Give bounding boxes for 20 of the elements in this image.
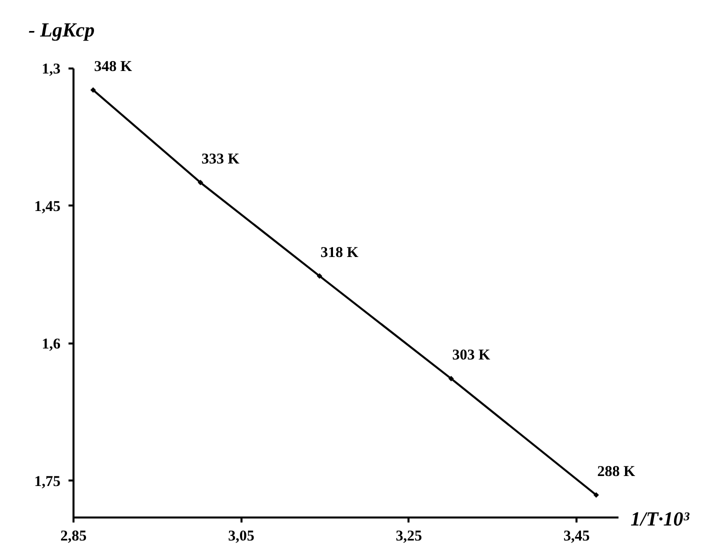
point bbox=[198, 180, 204, 186]
y-axis-title: - LgKcp bbox=[28, 20, 95, 42]
point bbox=[448, 376, 454, 382]
x-tick-label: 3,25 bbox=[396, 528, 422, 544]
y-tick-label: 1,3 bbox=[42, 62, 60, 78]
point bbox=[316, 273, 322, 279]
x-axis-title: 1/T·10³ bbox=[630, 508, 690, 530]
annotation: 333 K bbox=[201, 152, 240, 168]
y-tick-label: 1,45 bbox=[34, 198, 60, 215]
annotation: 303 K bbox=[452, 348, 490, 364]
annotation: 348 K bbox=[94, 58, 132, 75]
x-tick-label: 3,45 bbox=[563, 528, 590, 544]
annotation: 318 K bbox=[320, 245, 359, 262]
point bbox=[90, 87, 96, 93]
x-tick-label: 3,05 bbox=[228, 528, 254, 544]
y-tick-label: 1,6 bbox=[42, 336, 61, 352]
annotation: 288 K bbox=[597, 464, 636, 480]
y-tick-label: 1,75 bbox=[34, 474, 60, 490]
point bbox=[593, 492, 599, 498]
x-tick-label: 2,85 bbox=[60, 528, 87, 544]
